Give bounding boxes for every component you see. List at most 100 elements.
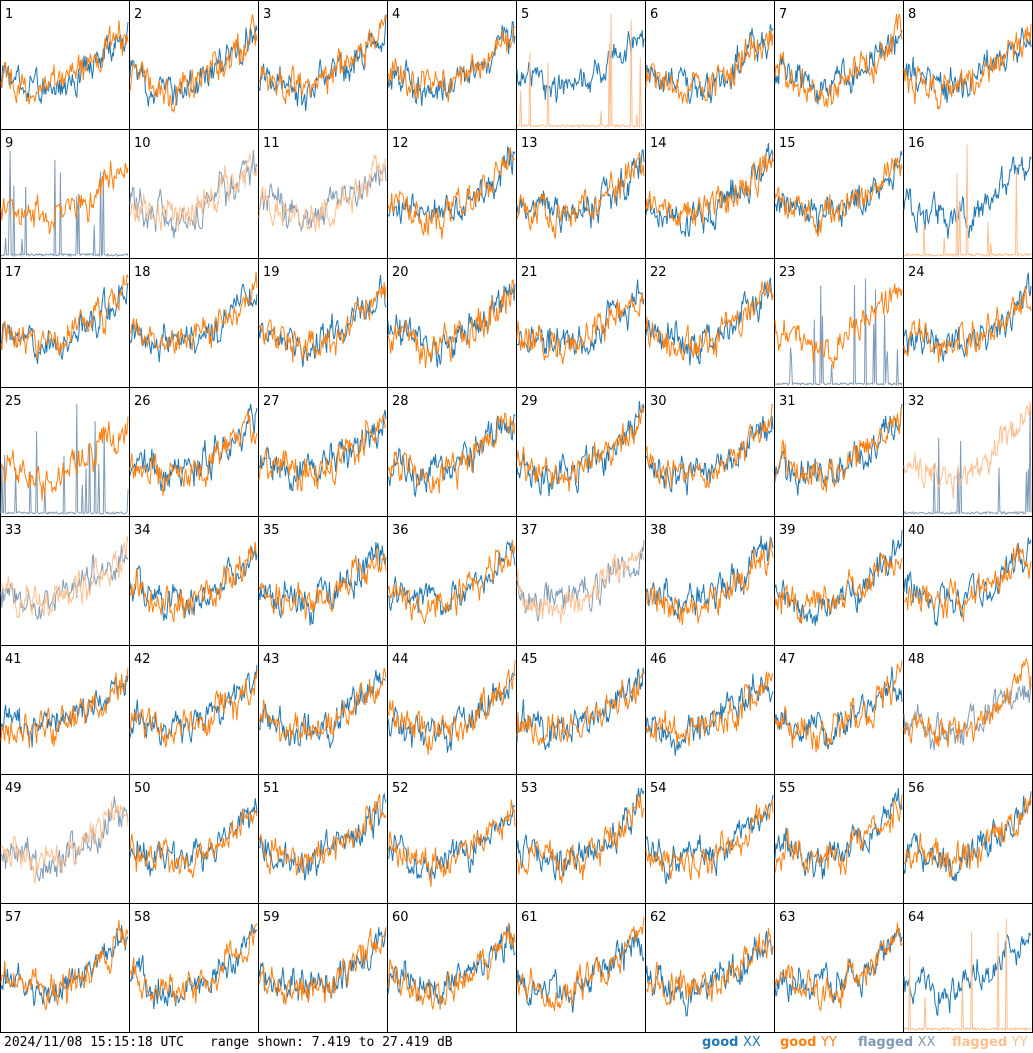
panel-label: 61: [521, 910, 538, 925]
series-xx: [516, 149, 645, 233]
panel-label: 50: [134, 781, 151, 796]
antenna-panel-26: 26: [129, 387, 259, 517]
series-xx: [774, 278, 903, 387]
panel-label: 28: [392, 394, 409, 409]
series-yy: [645, 800, 774, 881]
legend-flagged-yy-b: YY: [1011, 1035, 1028, 1050]
panel-label: 25: [5, 394, 22, 409]
series-yy: [129, 808, 258, 878]
series-xx: [903, 27, 1032, 103]
antenna-panel-8: 8: [903, 0, 1033, 130]
antenna-panel-34: 34: [129, 516, 259, 646]
series-yy: [645, 671, 774, 747]
panel-frame: [645, 645, 775, 775]
panel-frame: [645, 774, 775, 904]
series-yy: [903, 144, 1032, 258]
panel-frame: [258, 903, 388, 1033]
series-yy: [903, 400, 1032, 500]
panel-frame: [774, 645, 904, 775]
panel-label: 64: [908, 910, 925, 925]
panel-label: 56: [908, 781, 925, 796]
series-yy: [645, 928, 774, 1006]
antenna-panel-49: 49: [0, 774, 130, 904]
series-yy: [516, 549, 645, 624]
legend-good-yy: good YY: [780, 1035, 837, 1050]
panel-label: 9: [5, 136, 13, 151]
antenna-panel-17: 17: [0, 258, 130, 388]
panel-frame: [774, 0, 904, 130]
series-yy: [645, 403, 774, 489]
series-yy: [129, 271, 258, 354]
panel-frame: [903, 0, 1033, 130]
legend-good-xx-a: good: [702, 1035, 743, 1050]
series-yy: [0, 160, 129, 235]
panel-label: 12: [392, 136, 409, 151]
panel-frame: [516, 774, 646, 904]
series-yy: [516, 14, 645, 128]
series-yy: [387, 25, 516, 103]
series-yy: [387, 279, 516, 368]
antenna-panel-29: 29: [516, 387, 646, 517]
antenna-panel-3: 3: [258, 0, 388, 130]
panel-frame: [774, 129, 904, 259]
panel-label: 62: [650, 910, 667, 925]
antenna-panel-11: 11: [258, 129, 388, 259]
series-yy: [516, 404, 645, 492]
series-yy: [774, 157, 903, 237]
series-xx: [0, 403, 129, 515]
series-yy: [258, 927, 387, 1005]
antenna-panel-38: 38: [645, 516, 775, 646]
antenna-panel-52: 52: [387, 774, 517, 904]
panel-label: 49: [5, 781, 22, 796]
series-yy: [903, 544, 1032, 622]
antenna-panel-27: 27: [258, 387, 388, 517]
antenna-panel-37: 37: [516, 516, 646, 646]
antenna-panel-55: 55: [774, 774, 904, 904]
antenna-panel-64: 64: [903, 903, 1033, 1033]
series-xx: [903, 791, 1032, 882]
series-xx: [774, 666, 903, 750]
panel-label: 8: [908, 7, 916, 22]
series-xx: [903, 404, 1032, 515]
antenna-panel-13: 13: [516, 129, 646, 259]
series-yy: [0, 416, 129, 501]
panel-frame: [387, 516, 517, 646]
series-xx: [387, 923, 516, 1005]
series-yy: [645, 30, 774, 105]
series-xx: [129, 798, 258, 876]
antenna-panel-48: 48: [903, 645, 1033, 775]
panel-label: 39: [779, 523, 796, 538]
series-yy: [516, 152, 645, 239]
antenna-panel-12: 12: [387, 129, 517, 259]
antenna-panel-57: 57: [0, 903, 130, 1033]
antenna-panel-58: 58: [129, 903, 259, 1033]
antenna-panel-16: 16: [903, 129, 1033, 259]
panel-frame: [645, 387, 775, 517]
series-yy: [129, 923, 258, 1005]
series-yy: [258, 794, 387, 876]
panel-label: 17: [5, 265, 22, 280]
panel-frame: [774, 774, 904, 904]
panel-frame: [129, 645, 259, 775]
series-xx: [258, 669, 387, 749]
antenna-panel-46: 46: [645, 645, 775, 775]
panel-frame: [129, 903, 259, 1033]
series-yy: [516, 670, 645, 746]
series-yy: [387, 539, 516, 625]
panel-label: 45: [521, 652, 538, 667]
series-xx: [645, 673, 774, 756]
antenna-panel-59: 59: [258, 903, 388, 1033]
panel-label: 52: [392, 781, 409, 796]
panel-label: 54: [650, 781, 667, 796]
panel-label: 20: [392, 265, 409, 280]
antenna-panel-39: 39: [774, 516, 904, 646]
panel-label: 5: [521, 7, 529, 22]
panel-label: 58: [134, 910, 151, 925]
series-yy: [516, 794, 645, 884]
antenna-panel-50: 50: [129, 774, 259, 904]
antenna-panel-18: 18: [129, 258, 259, 388]
series-yy: [774, 922, 903, 1012]
panel-label: 29: [521, 394, 538, 409]
series-xx: [516, 30, 645, 103]
panel-frame: [903, 645, 1033, 775]
